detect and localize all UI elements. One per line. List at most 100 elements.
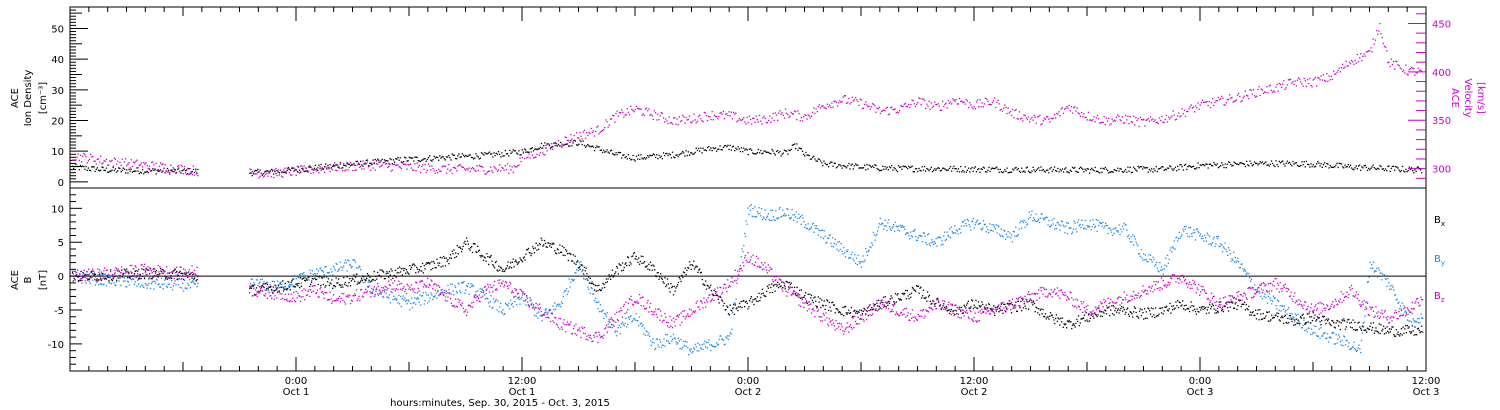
data-point-bx bbox=[773, 284, 775, 286]
data-point-by bbox=[827, 237, 830, 239]
data-point-by bbox=[1047, 224, 1049, 226]
data-point-series bbox=[1088, 119, 1091, 121]
data-point-series bbox=[860, 167, 862, 169]
data-point-bx bbox=[717, 298, 719, 300]
data-point-by bbox=[524, 293, 526, 295]
data-point-series bbox=[908, 103, 910, 106]
data-point-series bbox=[1413, 172, 1415, 174]
data-point-bx bbox=[261, 284, 263, 287]
data-point-bx bbox=[401, 274, 403, 276]
data-point-bx bbox=[588, 276, 590, 278]
data-point-bx bbox=[790, 282, 792, 284]
data-point-by bbox=[1138, 253, 1140, 255]
data-point-bx bbox=[855, 312, 857, 314]
data-point-by bbox=[1385, 278, 1387, 280]
data-point-bx bbox=[441, 257, 443, 259]
data-point-by bbox=[638, 316, 641, 318]
data-point-series bbox=[1418, 167, 1421, 170]
data-point-series bbox=[1316, 163, 1318, 165]
data-point-series bbox=[1319, 79, 1321, 81]
data-point-series bbox=[864, 103, 866, 105]
data-point-by bbox=[1206, 232, 1208, 234]
data-point-series bbox=[393, 161, 396, 163]
data-point-series bbox=[321, 167, 323, 169]
data-point-bx bbox=[458, 246, 460, 248]
data-point-series bbox=[140, 172, 143, 174]
data-point-by bbox=[668, 342, 670, 344]
data-point-by bbox=[1333, 332, 1335, 334]
data-point-series bbox=[1251, 165, 1253, 167]
data-point-series bbox=[925, 107, 927, 110]
data-point-by bbox=[1334, 343, 1336, 345]
data-point-series bbox=[160, 169, 162, 171]
data-point-by bbox=[894, 221, 897, 223]
data-point-series bbox=[912, 100, 914, 102]
data-point-by bbox=[1213, 236, 1215, 238]
data-point-by bbox=[576, 269, 578, 271]
data-point-by bbox=[1067, 222, 1069, 224]
data-point-series bbox=[504, 149, 506, 152]
data-point-series bbox=[818, 104, 821, 106]
data-point-series bbox=[197, 175, 199, 177]
data-point-bx bbox=[393, 274, 396, 277]
data-point-series bbox=[184, 172, 187, 174]
data-point-by bbox=[388, 297, 390, 299]
data-point-by bbox=[1269, 297, 1271, 299]
data-point-bx bbox=[346, 276, 348, 278]
data-point-by bbox=[378, 293, 380, 295]
data-point-by bbox=[940, 244, 942, 246]
data-point-series bbox=[537, 148, 539, 150]
data-point-series bbox=[1196, 167, 1198, 169]
data-point-series bbox=[656, 154, 658, 156]
data-point-bx bbox=[361, 279, 363, 282]
data-point-bx bbox=[684, 267, 686, 269]
data-point-series bbox=[702, 147, 704, 149]
data-point-by bbox=[1006, 236, 1008, 238]
data-point-series bbox=[578, 143, 580, 145]
data-point-by bbox=[253, 282, 255, 284]
data-point-series bbox=[1065, 107, 1067, 109]
data-point-series bbox=[565, 143, 567, 145]
data-point-bx bbox=[310, 283, 312, 285]
data-point-series bbox=[884, 166, 886, 168]
data-point-series bbox=[1197, 162, 1199, 164]
data-point-bx bbox=[439, 256, 441, 259]
data-point-bx bbox=[480, 256, 482, 258]
data-point-series bbox=[1116, 116, 1118, 118]
data-point-by bbox=[1408, 320, 1410, 322]
data-point-bx bbox=[424, 268, 426, 270]
data-point-by bbox=[108, 281, 110, 283]
data-point-bx bbox=[639, 260, 641, 263]
data-point-series bbox=[1294, 162, 1296, 164]
data-point-by bbox=[512, 306, 514, 308]
data-point-bx bbox=[178, 271, 180, 274]
data-point-bx bbox=[812, 301, 814, 304]
data-point-bx bbox=[600, 289, 602, 291]
data-point-bx bbox=[91, 270, 93, 273]
data-point-series bbox=[1253, 95, 1256, 97]
data-point-series bbox=[1297, 77, 1300, 79]
data-point-series bbox=[331, 165, 334, 167]
data-point-series bbox=[778, 152, 780, 154]
data-point-by bbox=[1358, 344, 1360, 346]
data-point-by bbox=[331, 271, 333, 273]
data-point-by bbox=[782, 209, 784, 211]
data-point-series bbox=[1261, 89, 1264, 91]
data-point-by bbox=[1008, 236, 1010, 238]
data-point-series bbox=[458, 164, 460, 166]
data-point-series bbox=[363, 168, 365, 170]
data-point-by bbox=[712, 345, 714, 347]
data-point-by bbox=[1316, 335, 1319, 337]
data-point-series bbox=[396, 164, 398, 166]
data-point-series bbox=[310, 166, 312, 168]
data-point-by bbox=[371, 293, 374, 295]
data-point-bx bbox=[516, 263, 519, 265]
data-point-series bbox=[143, 173, 145, 175]
data-point-by bbox=[927, 234, 929, 236]
data-point-bx bbox=[278, 290, 280, 292]
data-point-by bbox=[261, 278, 263, 280]
data-point-bx bbox=[532, 246, 534, 248]
data-point-bx bbox=[452, 253, 454, 255]
data-point-bx bbox=[376, 278, 378, 280]
data-point-bx bbox=[382, 270, 384, 272]
